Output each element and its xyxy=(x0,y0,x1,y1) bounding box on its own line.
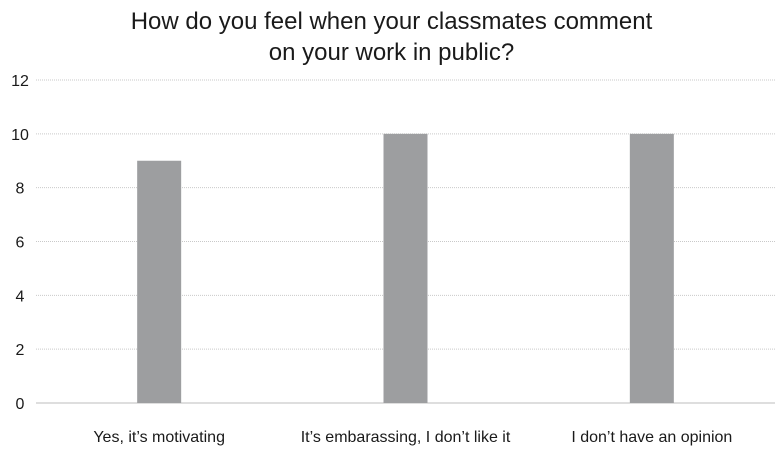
x-tick-label: Yes, it’s motivating xyxy=(93,429,225,446)
bar xyxy=(137,160,182,403)
y-tick-label: 2 xyxy=(16,342,25,359)
y-tick-label: 8 xyxy=(16,181,25,198)
y-tick-label: 10 xyxy=(11,127,29,144)
chart-title-line-2: on your work in public? xyxy=(268,39,515,66)
y-tick-label: 12 xyxy=(11,73,29,90)
y-tick-label: 4 xyxy=(16,288,25,305)
x-tick-label: It’s embarassing, I don’t like it xyxy=(301,429,511,446)
chart-title: How do you feel when your classmates com… xyxy=(0,6,783,68)
y-tick-label: 0 xyxy=(16,396,25,413)
y-tick-label: 6 xyxy=(16,235,25,252)
chart-title-line-1: How do you feel when your classmates com… xyxy=(130,8,653,35)
bar xyxy=(629,133,674,404)
bar xyxy=(383,133,428,404)
x-tick-label: I don’t have an opinion xyxy=(571,429,732,446)
